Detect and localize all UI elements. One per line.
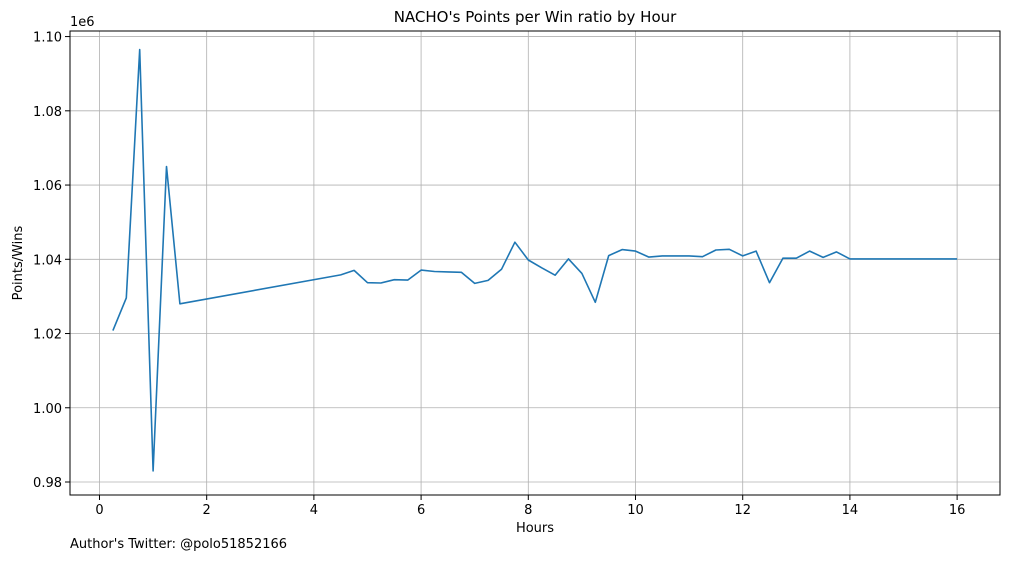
y-axis-offset-text: 1e6 — [70, 15, 95, 30]
series-layer — [112, 48, 958, 472]
chart-title: NACHO's Points per Win ratio by Hour — [394, 8, 677, 26]
y-tick-label: 1.08 — [33, 105, 62, 120]
y-tick-label: 1.02 — [33, 328, 62, 343]
y-tick-label: 1.06 — [33, 179, 62, 194]
x-tick-label: 14 — [842, 503, 859, 518]
y-axis-label: Points/Wins — [11, 225, 26, 300]
line-chart: NACHO's Points per Win ratio by Hour 1e6… — [11, 8, 1001, 536]
x-tick-label: 2 — [203, 503, 211, 518]
x-tick-label: 12 — [734, 503, 751, 518]
series-line — [112, 48, 958, 472]
y-tick-label: 1.00 — [33, 402, 62, 417]
grid — [70, 31, 1000, 495]
y-tick-label: 1.04 — [33, 253, 62, 268]
x-tick-label: 10 — [627, 503, 644, 518]
x-tick-label: 6 — [417, 503, 425, 518]
y-tick-label: 0.98 — [33, 476, 62, 491]
x-axis-label: Hours — [516, 521, 554, 535]
y-tick-label: 1.10 — [33, 31, 62, 46]
x-tick-label: 16 — [949, 503, 966, 518]
x-tick-label: 8 — [524, 503, 532, 518]
x-tick-label: 4 — [310, 503, 318, 518]
x-tick-label: 0 — [95, 503, 103, 518]
plot-frame — [69, 30, 1001, 496]
author-credit: Author's Twitter: @polo51852166 — [70, 537, 288, 552]
axis-ticks: 0 2 4 6 8 10 12 14 16 0.98 1.00 1.02 1.04 1.06 1.08 1.1… — [33, 31, 965, 518]
